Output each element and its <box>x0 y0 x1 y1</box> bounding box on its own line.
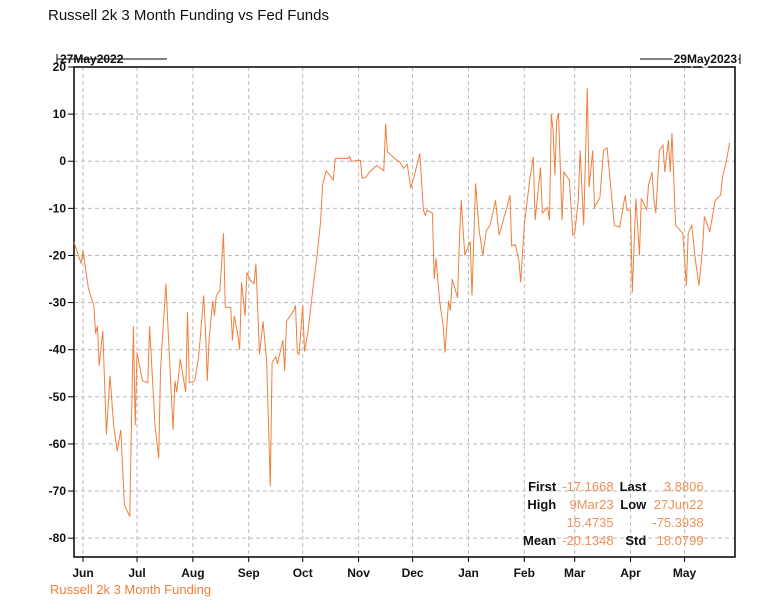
stat-low-date: 27Jun22 <box>653 497 704 512</box>
y-tick-label: -80 <box>49 531 67 545</box>
stat-low-label: Low <box>620 497 647 512</box>
date-range-markers: 27May2022 29May2023 <box>56 50 741 68</box>
x-tick-label-jul: Jul <box>128 566 145 580</box>
y-tick-label: -50 <box>49 390 67 404</box>
y-tick-label: -70 <box>49 484 67 498</box>
x-tick-label-dec: Dec <box>402 566 424 580</box>
y-tick-label: -10 <box>49 201 67 215</box>
y-tick-label: -60 <box>49 437 67 451</box>
start-date-label: 27May2022 <box>60 52 124 66</box>
series-line-russell-2k-3m-funding <box>73 88 731 517</box>
stat-mean-label: Mean <box>523 533 557 548</box>
legend-entry: Russell 2k 3 Month Funding <box>50 582 212 597</box>
stat-high-date: 9Mar23 <box>569 497 614 512</box>
stat-first-value: -17.1668 <box>562 479 614 494</box>
stat-std-value: 18.0799 <box>656 533 704 548</box>
x-tick-label-jun: Jun <box>72 566 93 580</box>
plot-frame <box>73 66 736 558</box>
stat-first-label: First <box>528 479 557 494</box>
x-tick-label-oct: Oct <box>293 566 313 580</box>
stat-high-value: 15.4735 <box>566 515 614 530</box>
y-tick-label: -20 <box>49 248 67 262</box>
x-tick-label-jan: Jan <box>458 566 479 580</box>
x-axis: Jun Jul Aug Sep Oct Nov Dec Jan Feb Mar Apr May <box>72 557 697 580</box>
x-tick-label-mar: Mar <box>564 566 586 580</box>
y-tick-label: 0 <box>59 154 66 168</box>
stat-last-value: 3.8806 <box>663 479 704 494</box>
end-date-label: 29May2023 <box>674 52 738 66</box>
y-tick-label: 20 <box>53 60 67 74</box>
y-tick-label: -40 <box>49 343 67 357</box>
x-tick-label-may: May <box>673 566 697 580</box>
stat-high-label: High <box>527 497 557 512</box>
stat-std-label: Std <box>625 533 647 548</box>
stat-last-label: Last <box>619 479 647 494</box>
stat-low-value: -75.3938 <box>652 515 704 530</box>
x-tick-label-aug: Aug <box>181 566 204 580</box>
stat-mean-value: -20.1348 <box>562 533 614 548</box>
y-axis: 20 10 0 -10 -20 -30 -40 -50 -60 -70 -80 <box>49 60 74 545</box>
x-tick-label-sep: Sep <box>238 566 260 580</box>
stats-table: First -17.1668 Last 3.8806 High 9Mar23 L… <box>520 478 707 550</box>
x-tick-label-apr: Apr <box>620 566 641 580</box>
gridlines <box>74 67 735 557</box>
y-tick-label: -30 <box>49 296 67 310</box>
x-tick-label-feb: Feb <box>514 566 535 580</box>
x-tick-label-nov: Nov <box>347 566 370 580</box>
y-tick-label: 10 <box>53 107 67 121</box>
chart-title: Russell 2k 3 Month Funding vs Fed Funds <box>48 7 329 24</box>
